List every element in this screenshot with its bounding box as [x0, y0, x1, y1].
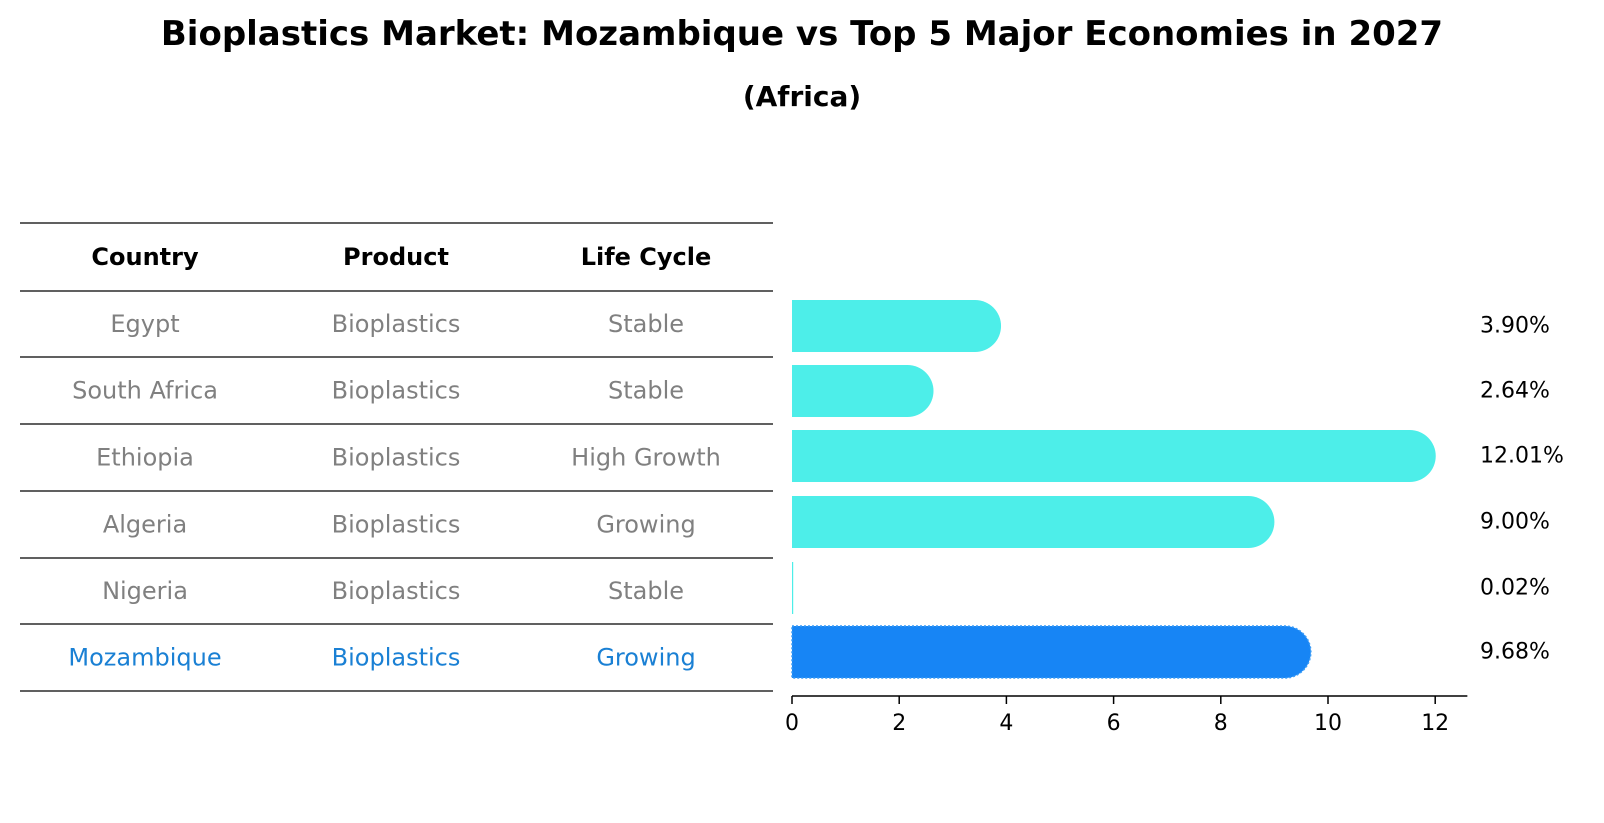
table-cell: High Growth	[571, 444, 721, 472]
data-table: Country Product Life Cycle Egypt Bioplastics…	[20, 222, 773, 692]
table-cell: Stable	[608, 310, 684, 338]
bar	[792, 626, 1311, 678]
table-cell: Ethiopia	[96, 444, 194, 472]
bar-value-label: 9.68%	[1480, 640, 1550, 665]
table-header-cell: Life Cycle	[581, 243, 712, 271]
chart-subtitle: (Africa)	[742, 80, 862, 113]
x-tick-label: 4	[999, 711, 1013, 736]
table-cell: Bioplastics	[332, 644, 461, 672]
bar-value-label: 9.00%	[1480, 510, 1550, 535]
bar	[792, 430, 1436, 482]
bar	[792, 562, 794, 614]
table-cell: Growing	[596, 511, 695, 539]
bar	[792, 496, 1275, 548]
chart-title: Bioplastics Market: Mozambique vs Top 5 …	[160, 14, 1444, 54]
table-cell: Mozambique	[68, 644, 221, 672]
x-tick-label: 2	[892, 711, 906, 736]
bar-chart: 3.90% 2.64% 12.01% 9.00% 0.02% 9.68%	[791, 300, 1564, 679]
table-cell: Stable	[608, 377, 684, 405]
table-cell: Algeria	[103, 511, 187, 539]
table-cell: Growing	[596, 644, 695, 672]
x-axis: 0 2 4 6 8 10 12	[785, 695, 1468, 736]
bar-highlight-outline	[791, 625, 1312, 679]
x-tick-label: 12	[1421, 711, 1449, 736]
bar	[792, 300, 1002, 352]
table-header-cell: Country	[91, 243, 199, 271]
bar	[792, 365, 934, 417]
table-cell: Bioplastics	[332, 310, 461, 338]
table-cell: Nigeria	[102, 577, 188, 605]
table-header-cell: Product	[343, 243, 449, 271]
x-tick-label: 0	[785, 711, 799, 736]
table-cell: Bioplastics	[332, 377, 461, 405]
table-cell: Bioplastics	[332, 444, 461, 472]
x-tick-label: 8	[1214, 711, 1228, 736]
bar-value-label: 0.02%	[1480, 576, 1550, 601]
table-cell: Bioplastics	[332, 577, 461, 605]
table-cell: Bioplastics	[332, 511, 461, 539]
bar-value-label: 12.01%	[1480, 444, 1564, 469]
x-tick-label: 6	[1107, 711, 1121, 736]
table-cell: Stable	[608, 577, 684, 605]
bar-value-label: 3.90%	[1480, 314, 1550, 339]
table-cell: Egypt	[110, 310, 179, 338]
table-cell: South Africa	[72, 377, 218, 405]
x-tick-label: 10	[1314, 711, 1342, 736]
bar-value-label: 2.64%	[1480, 379, 1550, 404]
